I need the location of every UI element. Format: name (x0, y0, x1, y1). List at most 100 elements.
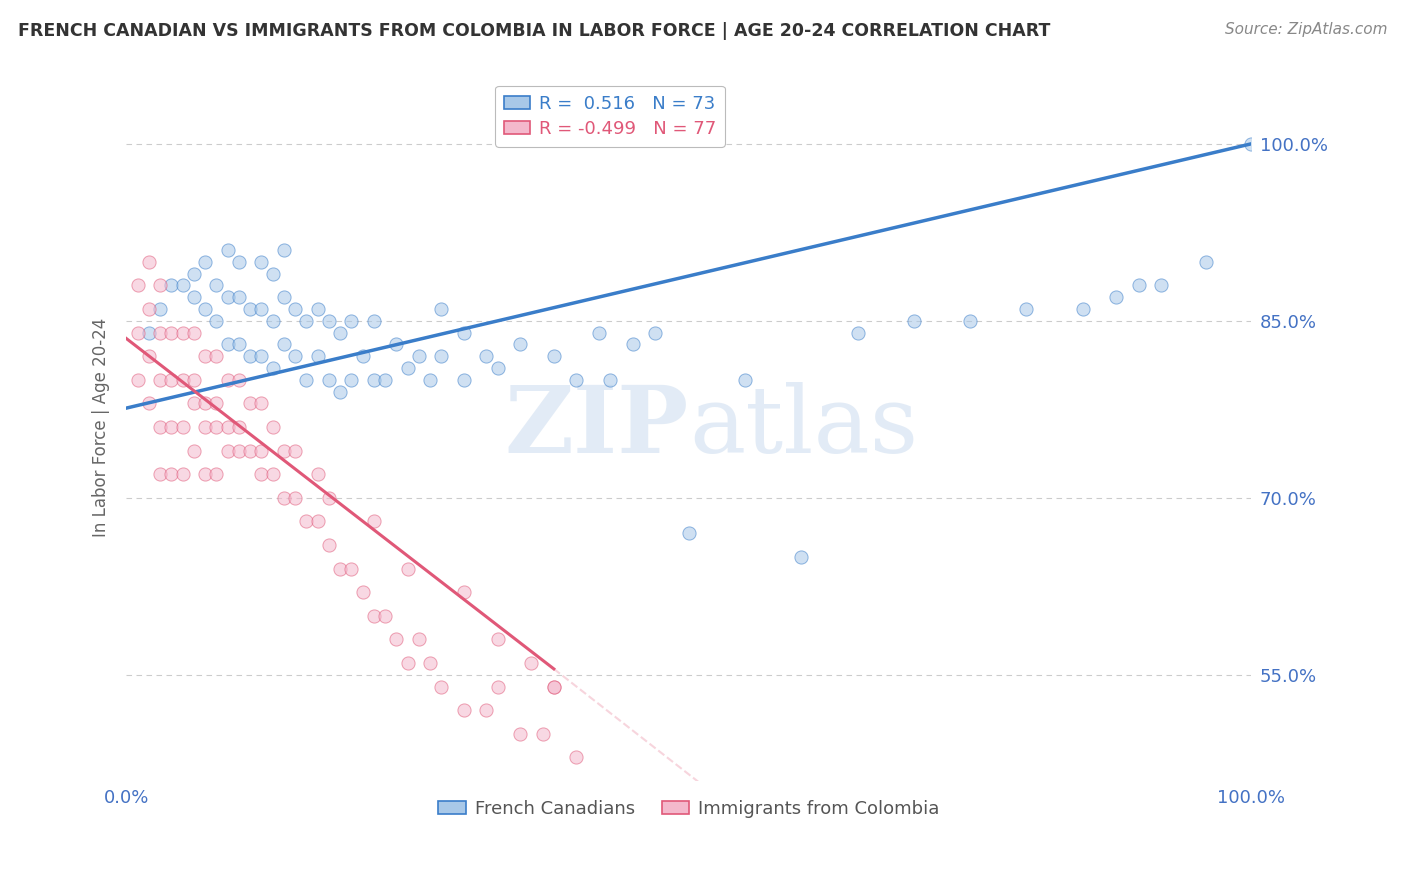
Point (239, 396, 262, 410)
Point (430, 301, 453, 316)
Point (284, 491, 307, 505)
Y-axis label: In Labor Force | Age 20-24: In Labor Force | Age 20-24 (93, 318, 110, 537)
Point (408, 632, 430, 647)
Point (846, 326, 869, 340)
Point (543, 680, 565, 694)
Point (239, 443, 262, 458)
Point (217, 290, 239, 304)
Point (520, 656, 543, 670)
Point (183, 443, 205, 458)
Point (228, 337, 250, 351)
Point (172, 373, 194, 387)
Point (1071, 301, 1094, 316)
Point (307, 301, 329, 316)
Point (374, 373, 396, 387)
Point (138, 349, 160, 363)
Point (475, 349, 498, 363)
Point (363, 314, 385, 328)
Point (160, 326, 183, 340)
Point (1128, 278, 1150, 293)
Point (194, 420, 217, 434)
Point (565, 750, 588, 764)
Point (329, 561, 352, 575)
Point (127, 326, 149, 340)
Point (284, 301, 307, 316)
Point (678, 526, 700, 541)
Text: FRENCH CANADIAN VS IMMIGRANTS FROM COLOMBIA IN LABOR FORCE | AGE 20-24 CORRELATI: FRENCH CANADIAN VS IMMIGRANTS FROM COLOM… (18, 22, 1050, 40)
Point (396, 361, 419, 376)
Point (509, 337, 531, 351)
Point (486, 632, 509, 647)
Text: ZIP: ZIP (505, 382, 689, 472)
Point (453, 373, 475, 387)
Point (621, 337, 644, 351)
Point (486, 361, 509, 376)
Point (318, 491, 340, 505)
Point (453, 585, 475, 599)
Point (205, 349, 228, 363)
Point (419, 656, 441, 670)
Point (284, 349, 307, 363)
Point (194, 467, 217, 482)
Point (250, 467, 273, 482)
Point (183, 396, 205, 410)
Point (903, 314, 925, 328)
Point (205, 314, 228, 328)
Point (329, 326, 352, 340)
Point (352, 585, 374, 599)
Point (790, 549, 813, 564)
Point (183, 290, 205, 304)
Point (273, 243, 295, 257)
Point (172, 467, 194, 482)
Point (318, 373, 340, 387)
Point (273, 290, 295, 304)
Point (160, 467, 183, 482)
Point (205, 278, 228, 293)
Point (396, 656, 419, 670)
Point (183, 267, 205, 281)
Point (1015, 301, 1038, 316)
Point (295, 515, 318, 529)
Point (217, 373, 239, 387)
Point (228, 290, 250, 304)
Point (340, 373, 363, 387)
Point (543, 680, 565, 694)
Point (194, 349, 217, 363)
Point (340, 561, 363, 575)
Point (1195, 254, 1218, 268)
Point (385, 632, 408, 647)
Point (453, 703, 475, 717)
Point (430, 349, 453, 363)
Point (262, 420, 284, 434)
Point (273, 443, 295, 458)
Point (385, 337, 408, 351)
Point (217, 420, 239, 434)
Point (228, 420, 250, 434)
Point (149, 326, 172, 340)
Point (172, 278, 194, 293)
Point (1150, 278, 1173, 293)
Point (250, 301, 273, 316)
Point (239, 301, 262, 316)
Point (262, 467, 284, 482)
Point (228, 254, 250, 268)
Legend: French Canadians, Immigrants from Colombia: French Canadians, Immigrants from Colomb… (432, 793, 946, 825)
Point (149, 301, 172, 316)
Point (127, 278, 149, 293)
Point (734, 373, 756, 387)
Point (486, 680, 509, 694)
Point (644, 326, 666, 340)
Point (295, 314, 318, 328)
Point (138, 301, 160, 316)
Point (250, 254, 273, 268)
Point (475, 703, 498, 717)
Point (127, 373, 149, 387)
Point (239, 349, 262, 363)
Point (307, 515, 329, 529)
Point (396, 561, 419, 575)
Point (160, 373, 183, 387)
Point (352, 349, 374, 363)
Point (228, 443, 250, 458)
Point (408, 349, 430, 363)
Point (273, 491, 295, 505)
